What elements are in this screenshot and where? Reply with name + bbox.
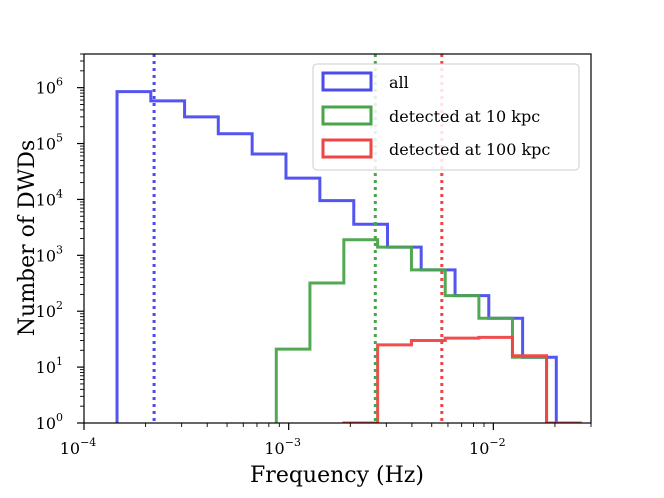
legend: all detected at 10 kpc detected at 100 k… — [312, 63, 580, 171]
legend-swatch-100kpc — [321, 138, 373, 159]
y-tick-label-5: 105 — [36, 132, 63, 154]
legend-swatch-10kpc — [321, 105, 373, 126]
legend-label-10kpc: detected at 10 kpc — [389, 107, 540, 126]
vline-layer — [152, 54, 444, 423]
series-1 — [274, 238, 549, 423]
x-tick-label-1: 10−3 — [264, 436, 301, 458]
legend-swatch-all — [321, 71, 373, 92]
y-tick-label-0: 100 — [36, 411, 63, 433]
tick-layer: 10−4 10−3 10−2 100 101 102 103 104 105 106 — [36, 53, 592, 458]
legend-label-all: all — [389, 73, 409, 92]
y-tick-label-1: 101 — [36, 355, 63, 377]
x-axis-label: Frequency (Hz) — [250, 463, 424, 488]
y-tick-label-4: 104 — [36, 187, 63, 209]
y-axis-label: Number of DWDs — [15, 140, 40, 336]
y-tick-label-6: 106 — [36, 76, 63, 98]
legend-box — [312, 63, 580, 171]
series-0 — [115, 90, 558, 423]
x-tick-label-0: 10−4 — [60, 436, 97, 458]
y-tick-label-3: 103 — [36, 243, 63, 265]
series-line-2 — [342, 335, 582, 423]
series-layer — [115, 90, 582, 423]
legend-label-100kpc: detected at 100 kpc — [389, 140, 550, 159]
series-line-1 — [274, 238, 549, 423]
series-line-0 — [115, 90, 558, 423]
x-tick-label-2: 10−2 — [469, 436, 506, 458]
y-tick-label-2: 102 — [36, 299, 63, 321]
series-2 — [342, 335, 582, 423]
